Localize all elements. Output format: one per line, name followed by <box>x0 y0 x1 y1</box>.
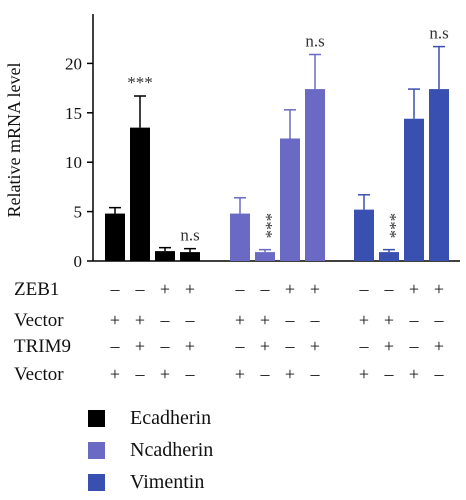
condition-mark-1-7: – <box>310 310 321 330</box>
bar-0-3 <box>180 252 200 261</box>
condition-mark-2-2: – <box>160 336 171 356</box>
bar-0-1 <box>130 127 150 262</box>
condition-mark-1-6: – <box>285 310 296 330</box>
condition-mark-0-6: + <box>285 279 295 299</box>
condition-mark-2-4: – <box>235 336 246 356</box>
condition-mark-3-5: – <box>260 364 271 384</box>
condition-mark-0-1: – <box>135 279 146 299</box>
bar-2-2 <box>404 118 424 261</box>
bar-2-0 <box>354 209 374 261</box>
chart: 0 5 10 15 20 Relative mRNA level *** n.s *** n.s *… <box>4 14 460 385</box>
bar-1-1 <box>255 252 275 261</box>
annotation-1-1: *** <box>257 213 276 239</box>
condition-mark-2-6: – <box>285 336 296 356</box>
legend-swatch-ecadherin <box>88 410 105 427</box>
bar-2-1 <box>379 252 399 261</box>
y-tick-label-3: 15 <box>65 104 82 123</box>
condition-mark-0-9: – <box>384 279 395 299</box>
condition-mark-3-6: + <box>285 364 295 384</box>
legend-label-vimentin: Vimentin <box>130 471 205 493</box>
legend-label-ecadherin: Ecadherin <box>130 407 212 429</box>
annotation-0-1: *** <box>127 73 153 92</box>
y-tick-label-0: 0 <box>74 252 83 271</box>
condition-mark-1-11: – <box>434 310 445 330</box>
condition-mark-3-4: + <box>235 364 245 384</box>
condition-mark-0-10: + <box>409 279 419 299</box>
legend-swatch-vimentin <box>88 474 105 491</box>
condition-mark-0-4: – <box>235 279 246 299</box>
condition-mark-3-2: + <box>160 364 170 384</box>
condition-mark-1-4: + <box>235 310 245 330</box>
bar-0-0 <box>105 213 125 261</box>
condition-mark-0-5: – <box>260 279 271 299</box>
condition-mark-3-1: – <box>135 364 146 384</box>
condition-mark-0-8: – <box>359 279 370 299</box>
condition-mark-3-7: – <box>310 364 321 384</box>
condition-mark-1-10: – <box>409 310 420 330</box>
condition-mark-1-8: + <box>359 310 369 330</box>
condition-label-2: TRIM9 <box>14 336 71 357</box>
bar-1-3 <box>305 89 325 261</box>
bar-2-3 <box>429 89 449 261</box>
condition-mark-3-3: – <box>185 364 196 384</box>
condition-mark-3-9: – <box>384 364 395 384</box>
bar-1-0 <box>230 213 250 261</box>
condition-mark-1-1: + <box>135 310 145 330</box>
condition-mark-2-9: + <box>384 336 394 356</box>
condition-mark-2-7: + <box>310 336 320 356</box>
annotation-2-3: n.s <box>429 24 448 43</box>
condition-mark-1-5: + <box>260 310 270 330</box>
condition-mark-2-10: – <box>409 336 420 356</box>
condition-mark-2-0: – <box>110 336 121 356</box>
condition-mark-0-0: – <box>110 279 121 299</box>
y-tick-label-2: 10 <box>65 153 82 172</box>
y-axis-label: Relative mRNA level <box>4 63 24 218</box>
condition-mark-3-0: + <box>110 364 120 384</box>
bar-1-2 <box>280 138 300 261</box>
condition-label-1: Vector <box>14 310 64 331</box>
condition-mark-0-2: + <box>160 279 170 299</box>
condition-mark-1-3: – <box>185 310 196 330</box>
condition-mark-0-7: + <box>310 279 320 299</box>
condition-mark-1-2: – <box>160 310 171 330</box>
condition-mark-1-0: + <box>110 310 120 330</box>
condition-label-3: Vector <box>14 364 64 385</box>
condition-mark-2-11: + <box>434 336 444 356</box>
condition-mark-1-9: + <box>384 310 394 330</box>
condition-mark-2-3: + <box>185 336 195 356</box>
annotation-1-3: n.s <box>305 32 324 51</box>
condition-label-0: ZEB1 <box>14 279 59 300</box>
condition-mark-2-8: – <box>359 336 370 356</box>
condition-mark-3-11: – <box>434 364 445 384</box>
legend-swatch-ncadherin <box>88 442 105 459</box>
condition-mark-3-10: + <box>409 364 419 384</box>
condition-mark-3-8: + <box>359 364 369 384</box>
y-tick-label-1: 5 <box>74 203 83 222</box>
annotation-2-1: *** <box>381 213 400 239</box>
bar-0-2 <box>155 251 175 261</box>
condition-mark-0-3: + <box>185 279 195 299</box>
annotation-0-3: n.s <box>180 226 199 245</box>
condition-mark-2-1: + <box>135 336 145 356</box>
legend-label-ncadherin: Ncadherin <box>130 439 214 461</box>
condition-mark-0-11: + <box>434 279 444 299</box>
condition-mark-2-5: + <box>260 336 270 356</box>
y-tick-label-4: 20 <box>65 54 82 73</box>
